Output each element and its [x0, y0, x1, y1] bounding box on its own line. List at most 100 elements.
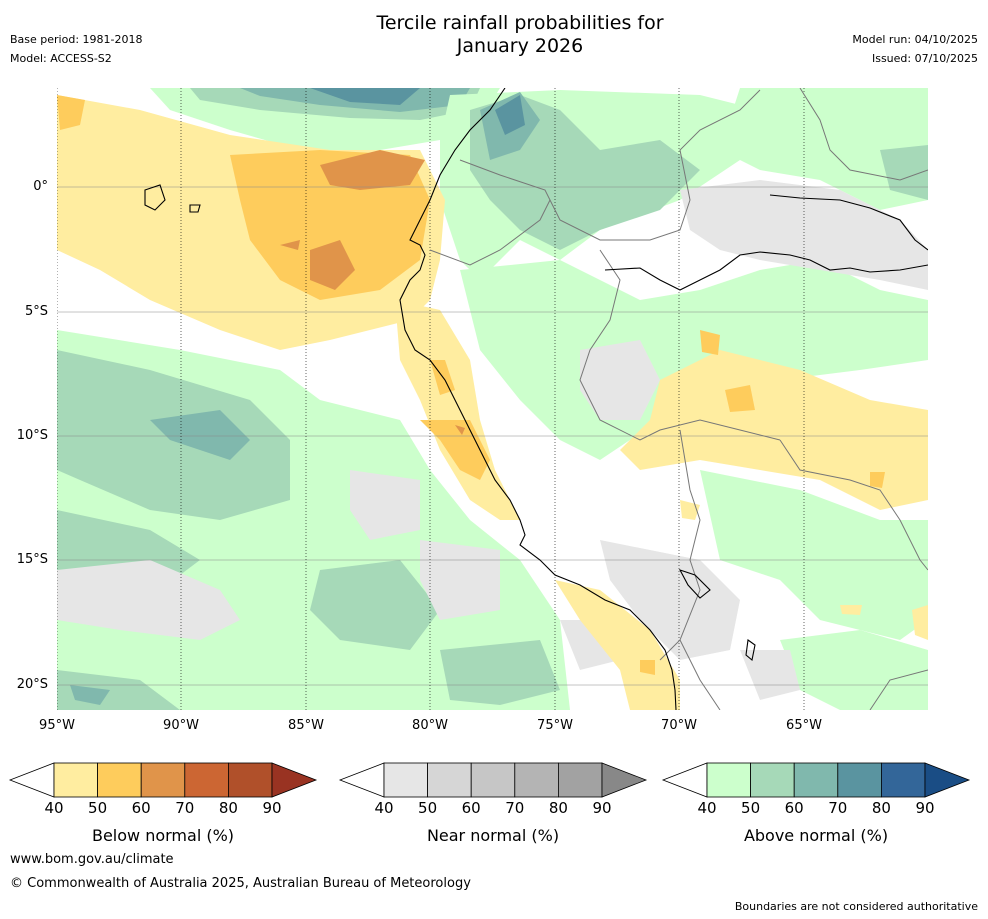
colorbar-below-segment: [184, 762, 229, 798]
colorbar-above-tick: 70: [828, 799, 848, 817]
lat-label-10s: 10°S: [16, 428, 48, 443]
border-ne: [799, 88, 928, 181]
below-region-coast: [395, 300, 520, 520]
lon-label-95w: 95°W: [39, 718, 75, 733]
border-colombia-ecuador: [459, 89, 761, 241]
below-region-main-60b: [310, 240, 355, 290]
colorbar-above-tick: 60: [784, 799, 804, 817]
base-period: Base period: 1981-2018: [10, 33, 143, 46]
below-region-south-50: [640, 660, 655, 675]
lake-small-1: [745, 639, 756, 662]
colorbar-below-segment: [227, 762, 273, 798]
colorbar-above-segment: [837, 762, 882, 798]
colorbar-near-tick: 70: [505, 799, 525, 817]
above-region-sw-teal2: [310, 560, 440, 650]
below-region-east-50b: [870, 472, 885, 488]
colorbar-below-segment: [53, 762, 98, 798]
below-normal-regions: [57, 95, 928, 710]
lon-label-85w: 85°W: [288, 718, 324, 733]
coastline: [144, 88, 928, 710]
colorbar-below-tick: 60: [131, 799, 151, 817]
island-galapagos-1: [144, 184, 166, 211]
near-region-6: [600, 540, 740, 660]
colorbar-near-tick: 90: [592, 799, 612, 817]
above-region-interior: [460, 260, 928, 460]
colorbar-above-segment: [793, 762, 839, 798]
colorbar-above-segment: [706, 762, 751, 798]
lat-label-5s: 5°S: [24, 304, 48, 319]
colorbar-above-segment: [750, 762, 795, 798]
colorbar-near-title: Near normal (%): [426, 826, 560, 845]
country-borders: [429, 88, 928, 710]
colorbar-near-tick: 80: [548, 799, 568, 817]
colorbar-near-tick: 50: [418, 799, 438, 817]
above-region-ne-teal: [880, 145, 928, 200]
lat-label-15s: 15°S: [16, 552, 48, 567]
near-region-2: [580, 340, 660, 420]
coast-amazon-lake-1: [604, 251, 928, 291]
issued-date: Issued: 07/10/2025: [871, 52, 978, 65]
title-line-1: Tercile rainfall probabilities for: [376, 12, 664, 34]
colorbar-above-upper-extension: [924, 762, 971, 798]
colorbar-above-tick: 50: [741, 799, 761, 817]
model-run: Model run: 04/10/2025: [852, 33, 978, 46]
colorbar-near-segment: [427, 762, 472, 798]
graticule: [57, 186, 928, 686]
below-region-east-50c: [700, 330, 720, 355]
colorbar-below-lower-extension: [8, 762, 55, 798]
colorbar-above-title: Above normal (%): [743, 826, 889, 845]
colorbar-above-tick: 80: [871, 799, 891, 817]
border-bolivia-brazil: [779, 439, 928, 571]
near-region-4: [57, 560, 240, 640]
above-region-se2: [780, 630, 928, 710]
colorbar-below-tick: 70: [175, 799, 195, 817]
colorbar-above-tick: 90: [915, 799, 935, 817]
colorbar-near-segment: [558, 762, 603, 798]
colorbar-near-tick: 60: [461, 799, 481, 817]
lat-label-20s: 20°S: [16, 677, 48, 692]
below-region-misc2: [840, 605, 862, 615]
near-region-3: [350, 470, 420, 540]
border-peru-brazil: [579, 249, 781, 441]
lon-label-65w: 65°W: [786, 718, 822, 733]
colorbar-near-tick: 40: [374, 799, 394, 817]
above-region-coast-darker: [495, 95, 525, 135]
below-region-misc3: [912, 605, 928, 640]
lon-label-80w: 80°W: [412, 718, 448, 733]
title-line-2: January 2026: [456, 35, 584, 57]
above-region-se: [700, 470, 928, 640]
colorbar-below-tick: 40: [44, 799, 64, 817]
above-region-s-teal: [440, 640, 560, 705]
above-region-north-darker: [310, 88, 420, 105]
disclaimer-text: Boundaries are not considered authoritat…: [734, 900, 978, 913]
website-link[interactable]: www.bom.gov.au/climate: [10, 852, 174, 867]
lon-label-70w: 70°W: [661, 718, 697, 733]
below-region-east: [620, 350, 928, 510]
colorbar-near-upper-extension: [601, 762, 648, 798]
below-region-south-coast: [555, 580, 680, 710]
copyright-text: © Commonwealth of Australia 2025, Austra…: [10, 876, 471, 891]
lon-label-75w: 75°W: [537, 718, 573, 733]
below-region-east-50: [725, 385, 755, 412]
above-region-bottom-dark: [70, 685, 110, 705]
colorbar-near-segment: [383, 762, 428, 798]
below-region-main-60c: [280, 240, 300, 250]
colorbars: [8, 762, 971, 798]
below-region-topleft: [57, 95, 85, 130]
coast-amazon-lake-2: [769, 194, 928, 251]
border-east: [869, 669, 928, 710]
coast-south-america: [399, 88, 677, 710]
island-galapagos-2: [189, 204, 201, 213]
lon-label-90w: 90°W: [163, 718, 199, 733]
colorbar-below-title: Below normal (%): [91, 826, 235, 845]
above-region-ne: [720, 88, 928, 210]
colorbar-below-tick: 80: [218, 799, 238, 817]
below-region-main-60: [320, 150, 425, 190]
colorbar-above-tick: 40: [697, 799, 717, 817]
colorbar-below-tick: 90: [262, 799, 282, 817]
colorbar-below-upper-extension: [271, 762, 318, 798]
colorbar-above-segment: [881, 762, 926, 798]
colorbar-below-tick: 50: [88, 799, 108, 817]
colorbar-above-lower-extension: [661, 762, 708, 798]
